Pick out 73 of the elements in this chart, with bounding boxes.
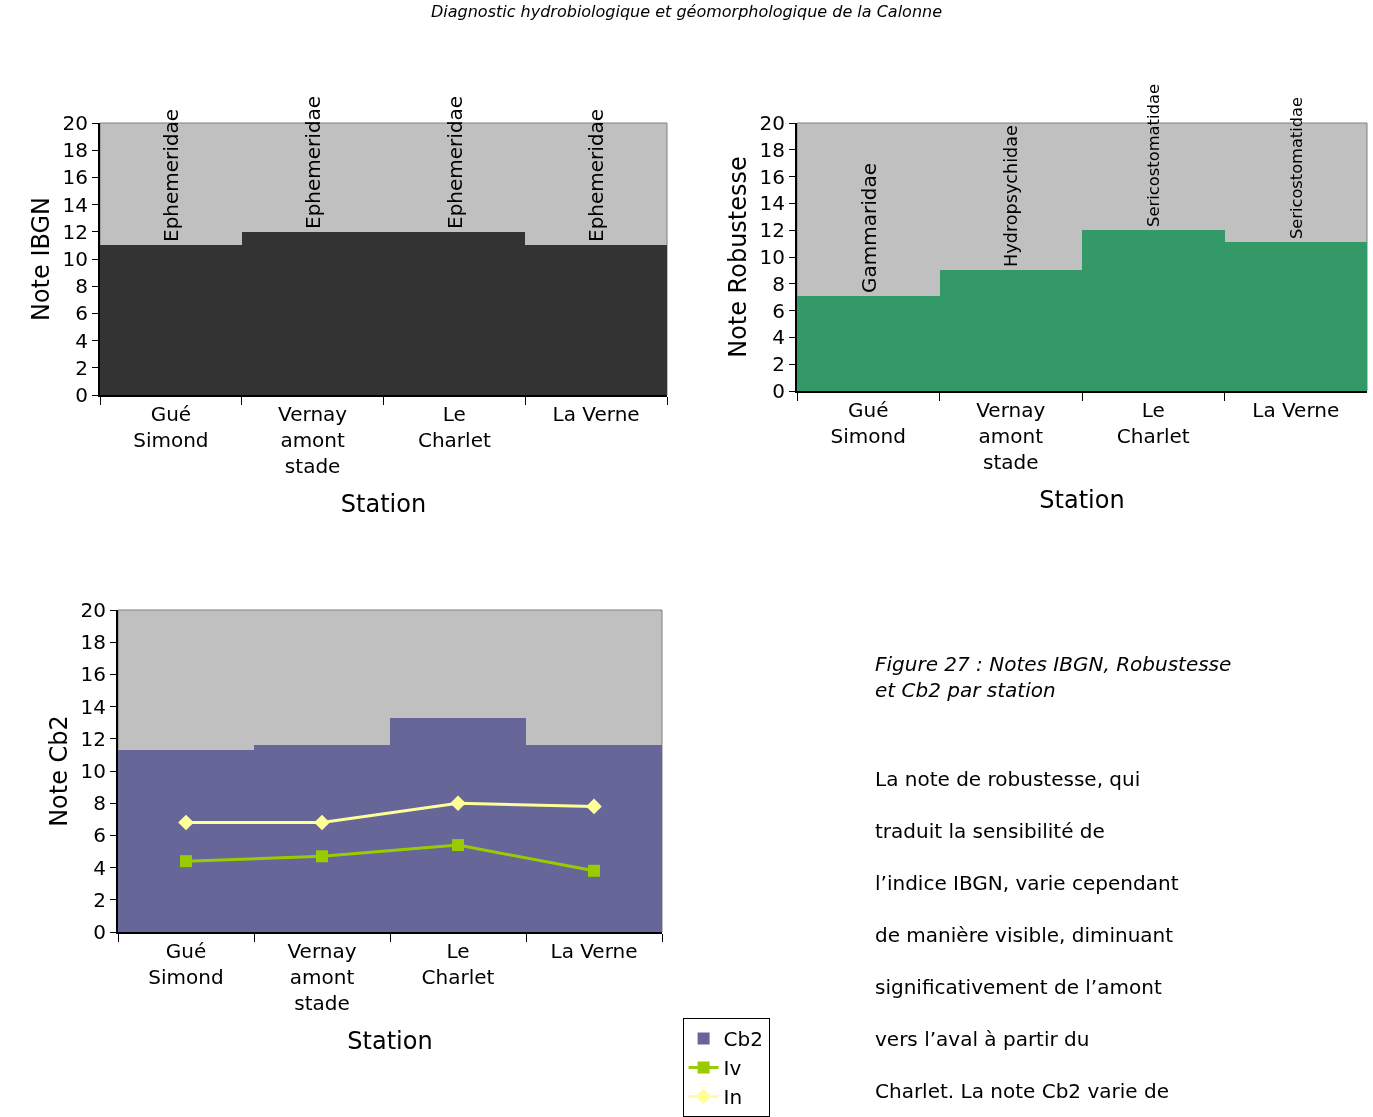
legend-label: Iv <box>723 1056 742 1081</box>
y-tick-label: 20 <box>759 111 785 135</box>
x-axis-title: Station <box>347 1026 433 1055</box>
y-tick-label: 16 <box>759 164 785 189</box>
x-axis-title: Station <box>340 489 427 518</box>
y-tick-label: 18 <box>80 630 106 655</box>
data-label: Sericostomatidae <box>1144 84 1164 227</box>
y-tick-label: 14 <box>62 192 88 217</box>
y-tick-label: 10 <box>62 247 88 271</box>
caption: Figure 27 : Notes IBGN, Robustesse et Cb2 par station <box>875 652 1232 702</box>
point <box>588 864 600 877</box>
y-tick-label: 14 <box>759 191 785 216</box>
data-label: Ephemeridae <box>584 108 608 242</box>
y-tick-label: 0 <box>772 379 785 403</box>
y-tick-label: 2 <box>93 887 106 912</box>
y-tick-label: 4 <box>772 325 785 350</box>
y-tick-label: 18 <box>759 137 785 162</box>
point <box>178 814 194 831</box>
data-label: Ephemeridae <box>159 108 183 242</box>
y-axis-title: Note IBGN <box>27 196 56 322</box>
point <box>586 798 602 815</box>
y-tick-label: 6 <box>93 823 106 848</box>
x-tick-label: La Verne <box>1252 398 1340 422</box>
y-tick-label: 8 <box>75 274 88 299</box>
x-tick-label: Gué Simond <box>830 398 906 448</box>
y-tick-label: 10 <box>80 759 106 783</box>
text: La note de robustesse, qui traduit la sensibilité de l’indice IBGN, varie cependant de manière visible, diminuant significativement de l’amont vers l’aval à partir du Charlet. La note Cb2 varie de <box>875 767 1179 1103</box>
data-label: Hydropsychidae <box>1001 125 1022 267</box>
legend-label: Cb2 <box>723 1027 763 1052</box>
point <box>180 855 192 868</box>
y-tick-label: 12 <box>80 726 106 751</box>
x-tick-label: La Verne <box>550 939 638 963</box>
y-tick-label: 16 <box>62 165 88 190</box>
x-tick-label: Gué Simond <box>133 402 209 452</box>
y-tick-label: 14 <box>80 694 106 719</box>
x-tick-label: La Verne <box>552 402 640 426</box>
x-tick-label: Le Charlet <box>421 939 495 989</box>
y-tick-label: 8 <box>93 791 106 816</box>
y-axis-title: Note Cb2 <box>45 715 74 827</box>
legend-label: In <box>723 1085 743 1110</box>
y-tick-label: 18 <box>62 138 88 163</box>
y-tick-label: 6 <box>75 301 88 326</box>
y-tick-label: 10 <box>759 245 785 269</box>
text: Diagnostic hydrobiologique et géomorphologique de la Calonne <box>431 2 943 21</box>
y-tick-label: 4 <box>75 328 88 353</box>
data-label: Ephemeridae <box>442 95 467 229</box>
data-label: Ephemeridae <box>301 95 325 229</box>
x-tick-label: Vernay amont stade <box>278 402 348 478</box>
x-tick-label: Vernay amont stade <box>976 398 1046 474</box>
y-tick-label: 16 <box>80 662 106 687</box>
y-tick-label: 12 <box>62 219 88 244</box>
x-tick-label: Gué Simond <box>148 939 224 989</box>
x-axis-title: Station <box>1039 485 1125 514</box>
y-tick-label: 2 <box>772 352 785 377</box>
x-tick-label: Le Charlet <box>1116 398 1190 448</box>
data-label: Sericostomatidae <box>1286 97 1306 239</box>
y-tick-label: 0 <box>75 383 88 407</box>
x-tick-label: Le Charlet <box>417 402 491 452</box>
y-tick-label: 8 <box>772 271 785 296</box>
y-axis-title: Note Robustesse <box>724 156 753 358</box>
point <box>316 850 328 863</box>
x-tick-label: Vernay amont stade <box>287 939 357 1015</box>
y-tick-label: 0 <box>93 920 106 944</box>
point <box>452 839 464 852</box>
y-tick-label: 20 <box>80 598 106 622</box>
y-tick-label: 12 <box>759 218 785 243</box>
y-tick-label: 2 <box>75 355 88 380</box>
point <box>450 795 466 811</box>
data-label: Gammaridae <box>856 162 881 293</box>
y-tick-label: 6 <box>772 298 785 323</box>
y-tick-label: 4 <box>93 855 106 880</box>
y-tick-label: 20 <box>62 111 88 135</box>
point <box>314 814 330 831</box>
